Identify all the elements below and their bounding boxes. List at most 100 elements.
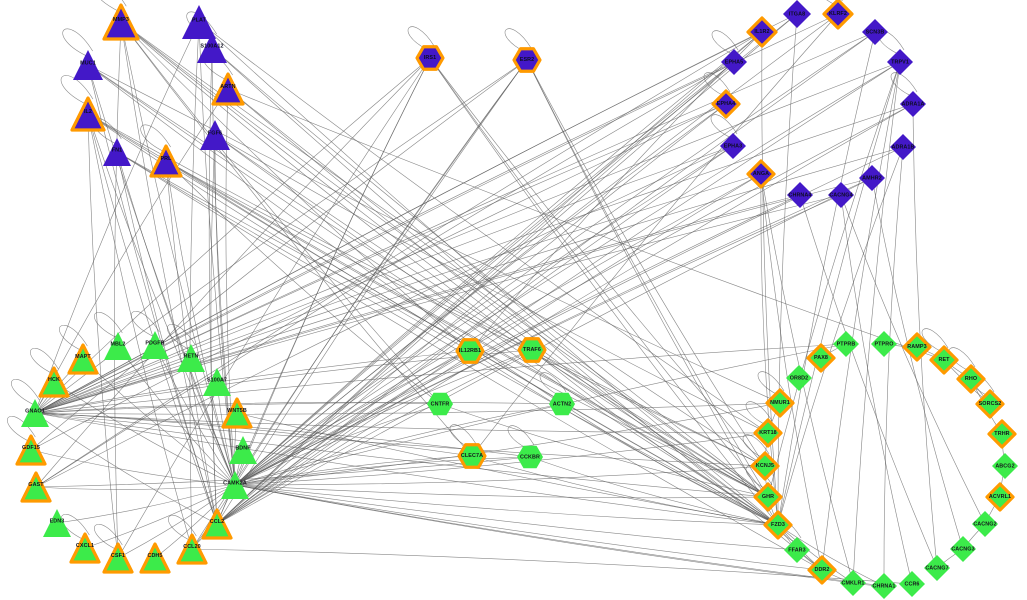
graph-node-gnao1[interactable]: GNAO1 (19, 397, 52, 430)
graph-node-chrna4[interactable]: CHRNA4 (785, 180, 816, 211)
graph-edge (777, 524, 885, 587)
graph-edge (840, 194, 986, 525)
graph-edge (234, 484, 823, 571)
graph-edge (34, 145, 734, 414)
graph-node-artn[interactable]: ARTN (208, 69, 248, 109)
graph-node-itga8[interactable]: ITGA8 (781, 0, 814, 31)
graph-node-il12rb1[interactable]: IL12RB1 (452, 333, 488, 369)
graph-node-gast[interactable]: GAST (17, 468, 55, 506)
graph-self-loop-edge (742, 434, 770, 459)
graph-node-cntfr[interactable]: CNTFR (425, 389, 456, 420)
graph-node-chrna1[interactable]: CHRNA1 (869, 571, 900, 600)
graph-edge (114, 21, 122, 559)
graph-edge (799, 194, 938, 569)
graph-node-wnt5b[interactable]: WNT5B (218, 394, 256, 432)
graph-edge (120, 21, 236, 486)
graph-node-ddr2[interactable]: DDR2 (804, 552, 840, 588)
graph-edge (216, 61, 735, 525)
graph-self-loop-edge (745, 401, 773, 426)
graph-self-loop-edge (140, 124, 171, 152)
graph-node-mmp3[interactable]: MMP3 (99, 0, 143, 44)
graph-node-bdnf[interactable]: BDNF (227, 434, 260, 467)
graph-edge (211, 47, 823, 571)
graph-node-mbl2[interactable]: MBL2 (102, 330, 135, 363)
graph-node-cacng4[interactable]: CACNG4 (826, 180, 857, 211)
graph-edge (216, 103, 914, 525)
graph-node-ptpro[interactable]: PTPRO (869, 329, 900, 360)
graph-edge (154, 344, 236, 486)
graph-edge (34, 194, 801, 414)
graph-edge (234, 349, 533, 486)
graph-self-loop-edge (59, 325, 88, 351)
graph-edge (234, 194, 801, 486)
graph-node-trhr[interactable]: TRHR (984, 416, 1020, 452)
graph-edge (216, 103, 727, 525)
graph-edge (777, 61, 901, 526)
graph-edge (87, 64, 781, 404)
graph-node-scn3b[interactable]: SCN3B (860, 17, 891, 48)
graph-edge (56, 484, 236, 524)
graph-edge (165, 160, 218, 525)
graph-node-csf1[interactable]: CSF1 (99, 539, 137, 577)
graph-node-actn2[interactable]: ACTN2 (547, 389, 578, 420)
graph-node-il1r2[interactable]: IL1R2 (743, 13, 781, 51)
graph-node-ccr6[interactable]: CCR6 (897, 569, 928, 600)
graph-node-cmklr1[interactable]: CMKLR1 (838, 568, 869, 599)
graph-self-loop-edge (449, 424, 477, 449)
graph-edge (198, 21, 769, 434)
graph-edge (777, 31, 876, 526)
graph-node-cckbr[interactable]: CCKBR (515, 442, 546, 473)
graph-edge (30, 103, 727, 451)
graph-edge (34, 412, 473, 457)
graph-node-ccl20[interactable]: CCL20 (173, 530, 211, 568)
graph-node-gdf15[interactable]: GDF15 (12, 431, 50, 469)
graph-edge (87, 64, 779, 526)
graph-edge (34, 412, 218, 525)
graph-node-adra1a[interactable]: ADRA1A (898, 89, 929, 120)
graph-edge (234, 13, 839, 486)
graph-node-esr2[interactable]: ESR2 (509, 42, 545, 78)
graph-node-epha5[interactable]: EPHA5 (719, 47, 750, 78)
graph-node-klrf2[interactable]: KLRF2 (819, 0, 857, 33)
graph-node-trpv1[interactable]: TRPV1 (885, 47, 916, 78)
graph-edge (120, 21, 473, 457)
graph-edge (34, 350, 471, 414)
graph-node-abcg2[interactable]: ABCG2 (990, 451, 1021, 482)
graph-node-anga[interactable]: ANGA (743, 156, 779, 192)
graph-node-cdh5[interactable]: CDH5 (136, 539, 174, 577)
graph-node-amhr2[interactable]: AMHR2 (857, 163, 888, 194)
graph-self-loop-edge (62, 28, 93, 56)
graph-node-il2[interactable]: IL2 (67, 93, 109, 135)
graph-node-hck[interactable]: HCK (35, 363, 73, 401)
graph-node-prl[interactable]: PRL (146, 141, 186, 181)
graph-edge (84, 484, 236, 549)
graph-node-camk2a[interactable]: CAMK2A (219, 469, 252, 502)
graph-self-loop-edge (711, 30, 739, 55)
graph-edge (234, 61, 735, 486)
graph-node-s100a12[interactable]: S100A12 (195, 31, 230, 66)
graph-node-traf6[interactable]: TRAF6 (514, 332, 550, 368)
graph-edge (227, 88, 769, 498)
graph-edge (165, 160, 236, 486)
graph-edge (120, 21, 218, 525)
graph-edge (234, 484, 779, 526)
graph-node-epha4[interactable]: EPHA4 (708, 86, 744, 122)
graph-node-fn1[interactable]: FN1 (101, 136, 134, 169)
graph-self-loop-edge (100, 0, 127, 12)
graph-node-adra1b[interactable]: ADRA1B (888, 132, 919, 163)
graph-edge (34, 412, 769, 498)
graph-node-clec7a[interactable]: CLEC7A (454, 438, 490, 474)
graph-node-krt18[interactable]: KRT18 (750, 415, 786, 451)
graph-edge (234, 403, 563, 486)
graph-node-pdgfb[interactable]: PDGFB (139, 329, 172, 362)
graph-edge (526, 59, 779, 526)
graph-self-loop-edge (504, 28, 532, 53)
graph-edge (117, 57, 431, 559)
graph-node-muc1[interactable]: MUC1 (71, 48, 106, 83)
graph-node-irs1[interactable]: IRS1 (412, 40, 448, 76)
graph-edge (87, 113, 119, 559)
graph-edge (34, 343, 847, 414)
graph-node-fgf6[interactable]: FGF6 (198, 118, 233, 153)
graph-self-loop-edge (757, 371, 785, 396)
